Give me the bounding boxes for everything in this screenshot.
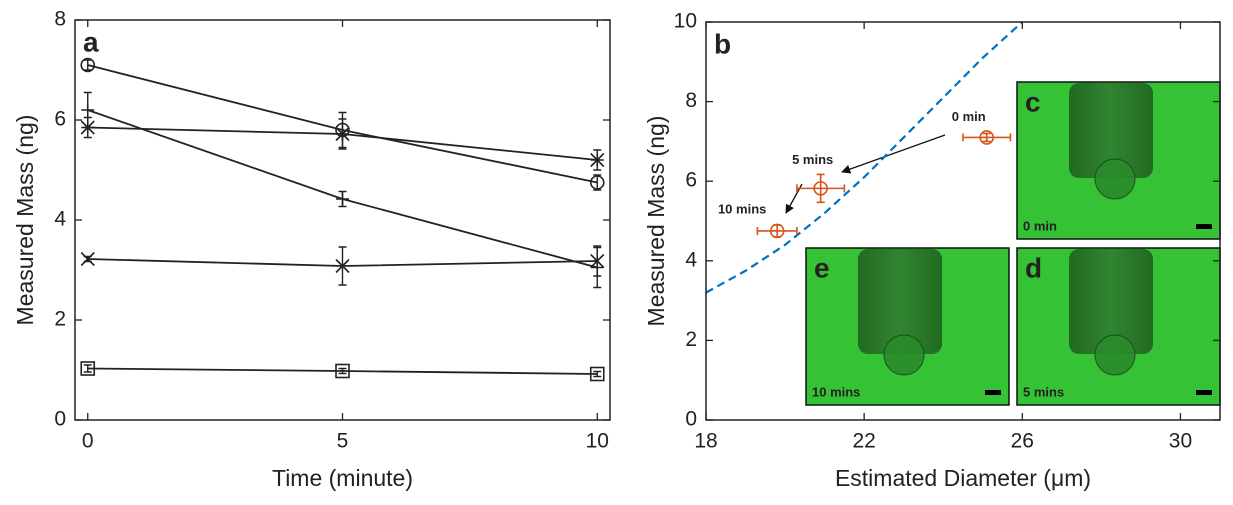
y-tick-label: 8 bbox=[54, 8, 66, 31]
error-bar bbox=[83, 364, 92, 373]
y-tick-label: 0 bbox=[685, 408, 697, 431]
marker bbox=[80, 251, 95, 267]
y-tick-label: 0 bbox=[54, 408, 66, 431]
plot-frame bbox=[705, 21, 1221, 421]
y-tick-label: 4 bbox=[685, 248, 697, 271]
error-bar bbox=[593, 174, 602, 191]
cell bbox=[883, 334, 925, 376]
y-tick-label: 6 bbox=[685, 169, 697, 192]
error-bar-x bbox=[962, 133, 1012, 142]
error-bar bbox=[83, 59, 92, 71]
marker bbox=[81, 103, 95, 117]
y-axis-label: Measured Mass (ng) bbox=[643, 116, 669, 327]
inset-letter: e bbox=[814, 252, 830, 283]
y-tick-label: 4 bbox=[54, 208, 66, 231]
inset-caption: 10 mins bbox=[812, 384, 860, 399]
y-tick-label: 8 bbox=[685, 89, 697, 112]
inset-caption: 0 min bbox=[1023, 218, 1057, 233]
marker bbox=[80, 57, 96, 73]
marker bbox=[80, 361, 96, 376]
y-tick-label: 2 bbox=[54, 308, 66, 331]
y-axis-label: Measured Mass (ng) bbox=[12, 115, 38, 326]
x-tick-label: 18 bbox=[694, 430, 717, 453]
scale-bar bbox=[985, 390, 1001, 395]
point-annotation: 5 mins bbox=[792, 152, 833, 167]
marker bbox=[80, 120, 95, 135]
marker bbox=[589, 366, 605, 382]
marker bbox=[335, 126, 350, 142]
marker bbox=[336, 192, 349, 206]
x-tick-label: 0 bbox=[82, 430, 94, 453]
marker bbox=[589, 175, 605, 190]
marker bbox=[590, 152, 605, 168]
scale-bar bbox=[1196, 390, 1212, 395]
cell bbox=[1094, 158, 1136, 200]
error-bar-x bbox=[756, 226, 798, 235]
error-bar bbox=[593, 370, 602, 378]
marker bbox=[590, 253, 605, 269]
marker bbox=[813, 181, 828, 196]
plot-frame bbox=[74, 19, 611, 421]
probe bbox=[1069, 249, 1153, 354]
y-tick-label: 2 bbox=[685, 328, 697, 351]
error-bar bbox=[338, 367, 347, 375]
error-bar-x bbox=[796, 184, 846, 193]
x-axis-label: Estimated Diameter (μm) bbox=[835, 465, 1091, 491]
x-tick-label: 5 bbox=[337, 430, 349, 453]
inset-letter: c bbox=[1025, 86, 1041, 117]
x-tick-label: 10 bbox=[586, 430, 609, 453]
panel-label: a bbox=[83, 26, 99, 57]
arrow bbox=[841, 134, 946, 174]
y-tick-label: 6 bbox=[54, 108, 66, 131]
marker bbox=[769, 223, 785, 239]
probe bbox=[858, 249, 942, 354]
point-annotation: 0 min bbox=[952, 109, 986, 124]
x-tick-label: 30 bbox=[1169, 430, 1192, 453]
point-annotation: 10 mins bbox=[718, 201, 766, 216]
marker bbox=[979, 130, 995, 145]
inset-letter: d bbox=[1025, 252, 1042, 283]
y-tick-label: 10 bbox=[674, 10, 697, 33]
marker bbox=[335, 258, 350, 274]
probe bbox=[1069, 83, 1153, 178]
x-tick-label: 22 bbox=[852, 430, 875, 453]
cell bbox=[1094, 334, 1136, 376]
x-axis-label: Time (minute) bbox=[272, 465, 413, 491]
marker bbox=[335, 363, 350, 379]
panel-label: b bbox=[714, 28, 731, 59]
x-tick-label: 26 bbox=[1011, 430, 1034, 453]
fit-curve bbox=[706, 22, 1024, 294]
scale-bar bbox=[1196, 224, 1212, 229]
inset-caption: 5 mins bbox=[1023, 384, 1064, 399]
